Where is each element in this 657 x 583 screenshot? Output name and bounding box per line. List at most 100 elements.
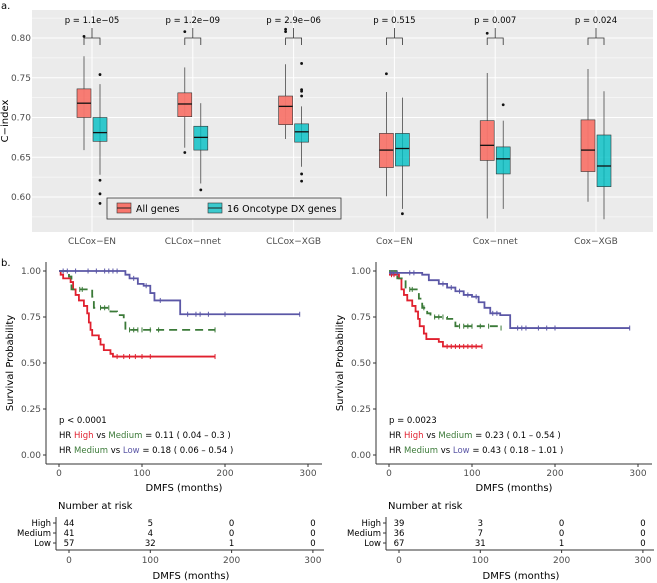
- hr-vs: vs: [424, 431, 439, 441]
- y-axis-title: C−index: [0, 100, 11, 143]
- outlier-point: [300, 172, 303, 176]
- risk-x-axis-title: DMFS (months): [483, 571, 560, 582]
- outlier-point: [300, 89, 303, 93]
- hr-prefix: HR: [59, 446, 74, 456]
- risk-row-label: Low: [364, 539, 381, 549]
- x-axis-title: DMFS (months): [476, 483, 553, 494]
- risk-count: 32: [145, 539, 156, 549]
- x-tick-label: 300: [299, 469, 316, 479]
- hr-prefix: HR: [389, 446, 404, 456]
- hr-value: = 0.11 ( 0.04 – 0.3 ): [142, 431, 230, 441]
- y-tick-label: 0.00: [21, 451, 41, 461]
- x-axis-title: DMFS (months): [146, 483, 223, 494]
- outlier-point: [199, 188, 203, 192]
- risk-count: 67: [394, 539, 405, 549]
- significance-bracket: [587, 28, 605, 45]
- risk-count: 4: [148, 529, 153, 539]
- risk-row-label: Medium: [347, 529, 381, 539]
- y-tick-label: 0.25: [21, 405, 41, 415]
- risk-count: 0: [640, 529, 645, 539]
- hr-group-b: Low: [123, 446, 140, 456]
- plot-background: [32, 10, 653, 232]
- p-value-label: p = 0.007: [474, 16, 516, 26]
- legend-label-all-genes: All genes: [136, 204, 180, 215]
- p-value-label: p = 0.024: [575, 16, 617, 26]
- y-tick-label: 0.65: [11, 153, 31, 163]
- x-tick-label: CLCox−EN: [68, 237, 116, 247]
- hazard-ratio-text: HR Medium vs Low = 0.43 ( 0.18 – 1.01 ): [389, 446, 563, 456]
- x-tick-label: 0: [56, 469, 62, 479]
- risk-count: 0: [559, 519, 564, 529]
- outlier-point: [284, 27, 287, 31]
- hr-vs: vs: [108, 446, 123, 456]
- y-axis-title: Survival Probability: [335, 315, 346, 411]
- risk-count: 0: [310, 519, 315, 529]
- box-all-genes: [177, 92, 193, 118]
- y-tick-label: 0.75: [351, 313, 371, 323]
- hr-vs: vs: [438, 446, 453, 456]
- legend-box: [106, 197, 342, 220]
- significance-bracket: [285, 28, 302, 45]
- y-tick-label: 0.50: [21, 359, 41, 369]
- survival-curve-medium: [59, 270, 216, 331]
- y-tick-label: 0.25: [351, 405, 371, 415]
- outlier-point: [183, 151, 187, 154]
- risk-count: 0: [229, 519, 234, 529]
- outlier-point: [82, 35, 86, 38]
- risk-x-tick-label: 300: [304, 556, 321, 566]
- y-tick-label: 0.00: [351, 451, 371, 461]
- x-tick-label: 200: [216, 469, 233, 479]
- risk-row-label: Low: [34, 539, 51, 549]
- risk-x-tick-label: 0: [66, 556, 72, 566]
- hazard-ratio-text: HR High vs Medium = 0.23 ( 0.1 – 0.54 ): [389, 431, 561, 441]
- outlier-point: [98, 201, 102, 205]
- risk-count: 0: [229, 529, 234, 539]
- outlier-point: [300, 94, 303, 98]
- x-tick-label: 300: [629, 469, 646, 479]
- survival-curve-high: [389, 273, 482, 348]
- y-tick-label: 1.00: [351, 267, 371, 277]
- hr-group-b: Medium: [108, 431, 142, 441]
- risk-count: 1: [229, 539, 234, 549]
- risk-x-tick-label: 0: [396, 556, 402, 566]
- x-tick-label: CLCox−nnet: [165, 237, 222, 247]
- p-value-label: p = 0.0023: [389, 416, 437, 426]
- hr-group-a: Medium: [74, 446, 108, 456]
- x-tick-label: 100: [133, 469, 150, 479]
- risk-row-label: High: [361, 519, 381, 529]
- hr-group-b: Medium: [438, 431, 472, 441]
- legend-label-oncotype: 16 Oncotype DX genes: [227, 204, 336, 215]
- risk-count: 36: [394, 529, 405, 539]
- p-value-label: p = 1.2e−09: [165, 16, 220, 26]
- outlier-point: [300, 62, 303, 65]
- risk-count: 5: [148, 519, 153, 529]
- risk-count: 57: [64, 539, 75, 549]
- risk-count: 31: [475, 539, 486, 549]
- p-value-label: p < 0.0001: [59, 416, 107, 426]
- x-tick-label: 100: [463, 469, 480, 479]
- box-oncotype: [193, 125, 209, 151]
- box-oncotype: [294, 123, 309, 143]
- y-tick-label: 1.00: [21, 267, 41, 277]
- legend: All genes 16 Oncotype DX genes: [106, 197, 342, 220]
- y-tick-label: 0.60: [11, 193, 31, 203]
- outlier-point: [98, 178, 102, 182]
- box-oncotype: [596, 134, 612, 187]
- risk-x-tick-label: 200: [553, 556, 570, 566]
- survival-curve-high: [59, 270, 216, 358]
- risk-row-label: Medium: [17, 529, 51, 539]
- hazard-ratio-text: HR Medium vs Low = 0.18 ( 0.06 – 0.54 ): [59, 446, 233, 456]
- survival-curve-low: [59, 270, 300, 316]
- outlier-point: [183, 30, 187, 34]
- risk-x-tick-label: 100: [142, 556, 159, 566]
- hr-value: = 0.43 ( 0.18 – 1.01 ): [470, 446, 564, 456]
- risk-count: 0: [640, 519, 645, 529]
- risk-count: 39: [394, 519, 405, 529]
- boxplot-panel: 0.60 0.65 0.70 0.75 0.80 CLCox−EN p = 1.1e−05 C…: [0, 10, 653, 247]
- x-tick-label: CLCox−XGB: [266, 237, 321, 247]
- risk-table-title: Number at risk: [388, 501, 463, 512]
- x-tick-label: 0: [386, 469, 392, 479]
